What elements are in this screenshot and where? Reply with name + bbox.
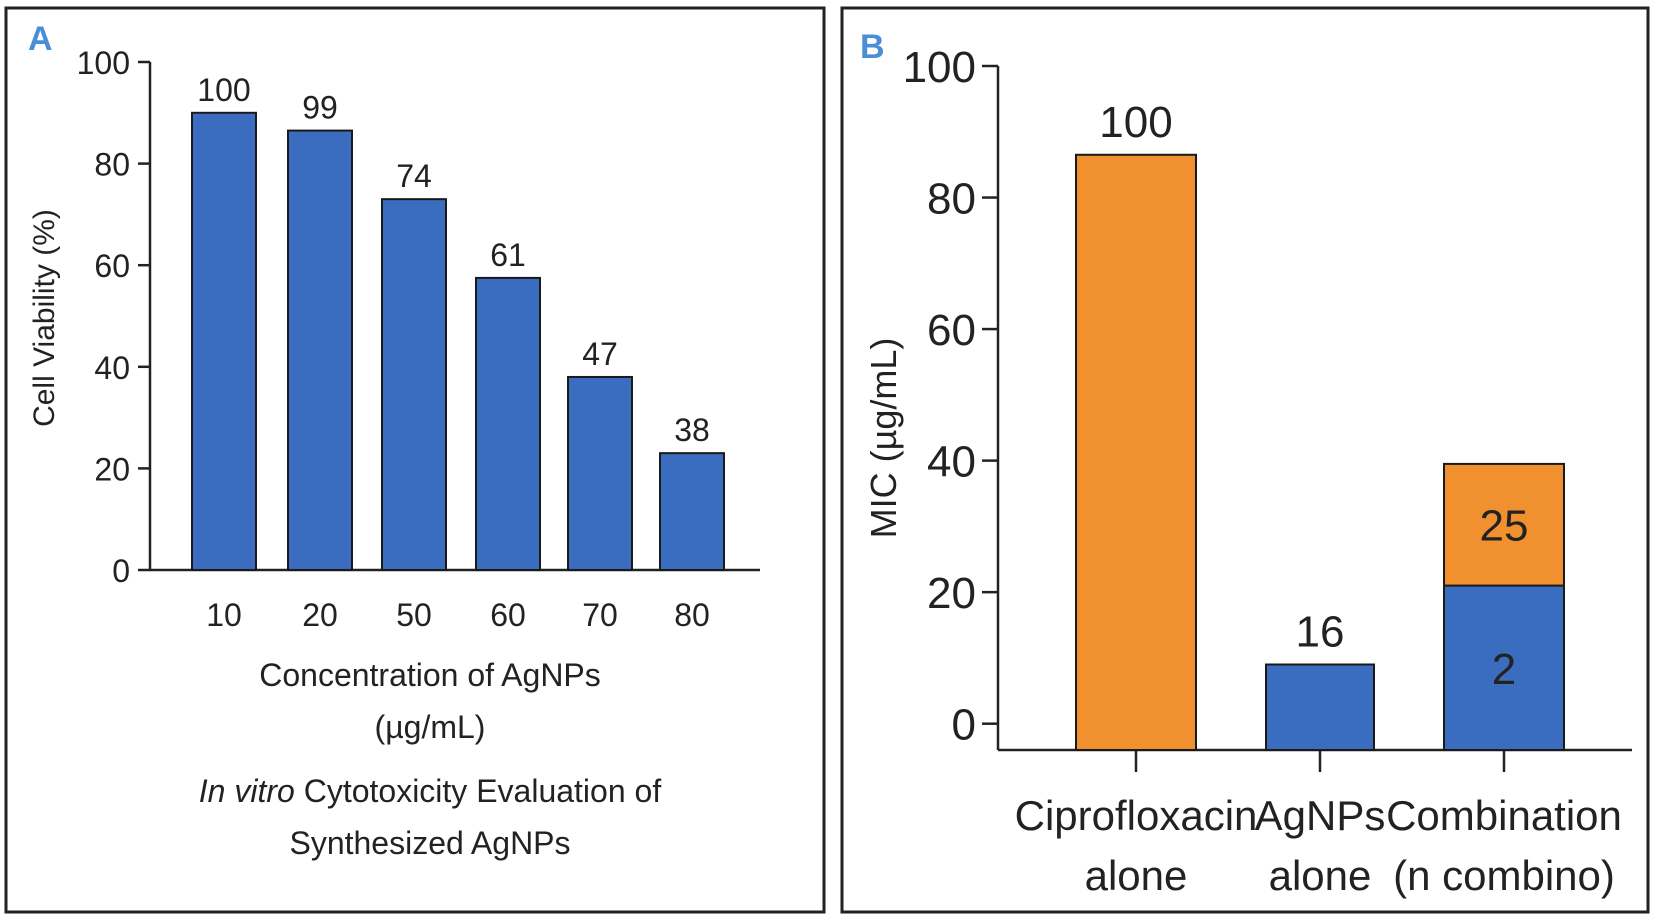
b-segment-label: 2	[1492, 645, 1516, 694]
b-x-tick-label: alone	[1085, 852, 1188, 899]
b-bar-segment	[1075, 153, 1197, 752]
panel-b-ylabel: MIC (µg/mL)	[863, 338, 904, 539]
a-bar	[475, 276, 541, 571]
a-bar-value-label: 99	[302, 90, 338, 126]
panel-a-ylabel: Cell Viability (%)	[28, 209, 61, 427]
panel-a-axes: 0 20 40 60 80 100 10 20 50 60 70 80	[77, 45, 760, 633]
b-x-tick-label: Ciprofloxacin	[1015, 792, 1258, 839]
a-bar	[567, 375, 633, 571]
b-bar-segment	[1443, 462, 1565, 587]
a-x-tick-label: 70	[582, 597, 618, 633]
a-bar	[659, 452, 725, 571]
b-x-tick-label: alone	[1269, 852, 1372, 899]
a-bar-value-label: 47	[582, 336, 618, 372]
b-x-tick-label: (n combino)	[1393, 852, 1615, 899]
a-x-tick-label: 10	[206, 597, 242, 633]
a-bar-value-label: 100	[197, 72, 250, 108]
a-bar-value-label: 61	[490, 237, 526, 273]
b-y-tick-label: 0	[952, 701, 976, 750]
b-y-tick-label: 80	[927, 175, 976, 224]
panel-a-xlabel-line2: (µg/mL)	[375, 709, 486, 745]
b-bar-top-label: 100	[1099, 98, 1172, 147]
panel-a-title-rest: Cytotoxicity Evaluation of	[295, 773, 662, 809]
b-x-tick-label: Combination	[1386, 792, 1622, 839]
b-y-tick-label: 20	[927, 569, 976, 618]
b-y-tick-label: 60	[927, 306, 976, 355]
panel-b-letter: B	[860, 28, 885, 66]
panel-a-title-italic: In vitro	[199, 773, 295, 809]
panel-a-title-line1: In vitro Cytotoxicity Evaluation of	[199, 773, 662, 809]
panel-a-frame	[4, 6, 826, 914]
a-y-tick-label: 80	[94, 147, 130, 183]
a-x-tick-label: 50	[396, 597, 432, 633]
panel-a-bars: 100 99 74 61 47 38	[191, 72, 725, 572]
panel-b-bars: 100 16 2 25	[1075, 98, 1565, 752]
a-y-tick-label: 60	[94, 248, 130, 284]
b-bar-segment	[1265, 663, 1375, 751]
a-y-tick-label: 100	[77, 45, 130, 81]
a-y-tick-label: 20	[94, 451, 130, 487]
b-bar-top-label: 16	[1296, 608, 1345, 657]
panel-a-xlabel-line1: Concentration of AgNPs	[259, 657, 601, 693]
b-x-tick-label: AgNPs	[1255, 792, 1386, 839]
a-x-tick-label: 80	[674, 597, 710, 633]
b-y-tick-label: 40	[927, 438, 976, 487]
a-y-tick-label: 40	[94, 350, 130, 386]
panel-a-title-line2: Synthesized AgNPs	[289, 825, 570, 861]
a-x-tick-label: 60	[490, 597, 526, 633]
a-bar	[287, 129, 353, 572]
b-y-tick-label: 100	[903, 43, 976, 92]
panel-b-frame	[840, 6, 1650, 914]
a-bar-value-label: 74	[396, 158, 432, 194]
b-segment-label: 25	[1480, 502, 1529, 551]
a-y-tick-label: 0	[112, 553, 130, 589]
a-bar	[191, 111, 257, 572]
a-bar	[381, 198, 447, 571]
panel-a-letter: A	[28, 20, 53, 58]
a-bar-value-label: 38	[674, 412, 710, 448]
b-bar-segment	[1443, 584, 1565, 751]
a-x-tick-label: 20	[302, 597, 338, 633]
